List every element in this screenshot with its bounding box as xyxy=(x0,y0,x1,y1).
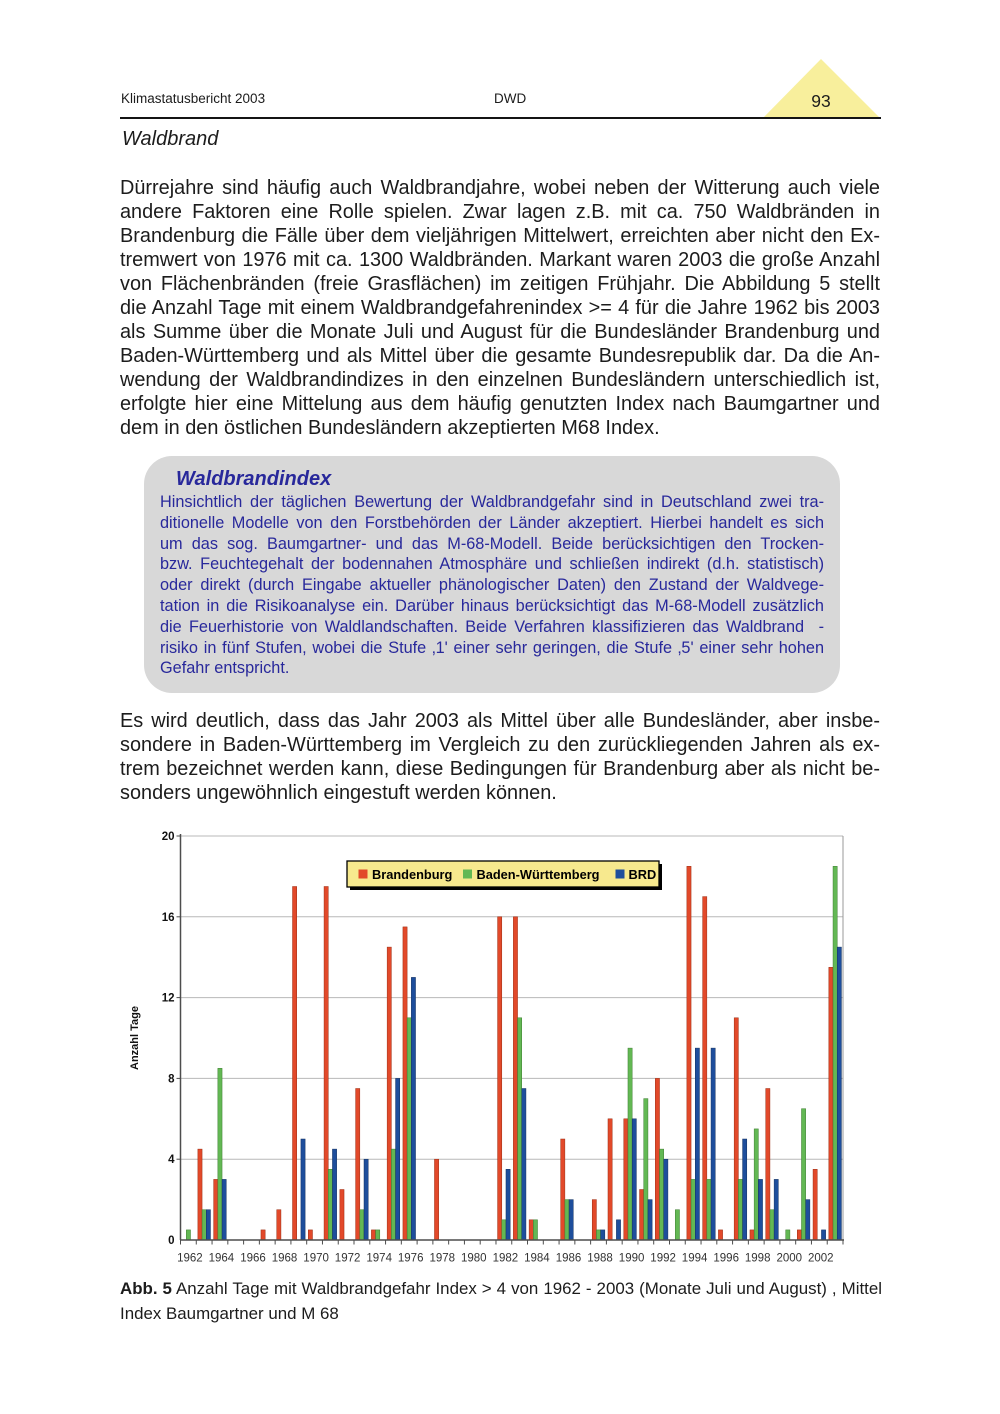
svg-text:1982: 1982 xyxy=(493,1253,519,1265)
svg-text:BRD: BRD xyxy=(629,867,657,882)
svg-text:8: 8 xyxy=(168,1073,175,1085)
svg-text:2002: 2002 xyxy=(808,1253,834,1265)
svg-text:4: 4 xyxy=(168,1154,175,1166)
svg-text:0: 0 xyxy=(168,1235,174,1247)
svg-text:1974: 1974 xyxy=(366,1253,392,1265)
svg-text:1976: 1976 xyxy=(398,1253,424,1265)
svg-text:1996: 1996 xyxy=(713,1253,739,1265)
svg-text:12: 12 xyxy=(162,993,175,1005)
svg-text:20: 20 xyxy=(162,831,175,843)
svg-text:1988: 1988 xyxy=(587,1253,613,1265)
svg-text:1962: 1962 xyxy=(177,1253,203,1265)
svg-text:1980: 1980 xyxy=(461,1253,487,1265)
svg-text:1978: 1978 xyxy=(430,1253,456,1265)
svg-text:1990: 1990 xyxy=(619,1253,645,1265)
svg-text:Baden-Württemberg: Baden-Württemberg xyxy=(477,867,600,882)
svg-text:Brandenburg: Brandenburg xyxy=(372,867,452,882)
svg-text:1992: 1992 xyxy=(650,1253,676,1265)
svg-text:1998: 1998 xyxy=(745,1253,771,1265)
svg-text:2000: 2000 xyxy=(777,1253,803,1265)
svg-text:1994: 1994 xyxy=(682,1253,708,1265)
svg-text:16: 16 xyxy=(162,912,175,924)
svg-text:1970: 1970 xyxy=(303,1253,329,1265)
svg-text:1966: 1966 xyxy=(240,1253,266,1265)
svg-text:1972: 1972 xyxy=(335,1253,361,1265)
svg-text:Anzahl Tage: Anzahl Tage xyxy=(129,1006,141,1070)
svg-text:1986: 1986 xyxy=(556,1253,582,1265)
svg-text:1964: 1964 xyxy=(209,1253,235,1265)
svg-text:1984: 1984 xyxy=(524,1253,550,1265)
svg-text:1968: 1968 xyxy=(272,1253,298,1265)
